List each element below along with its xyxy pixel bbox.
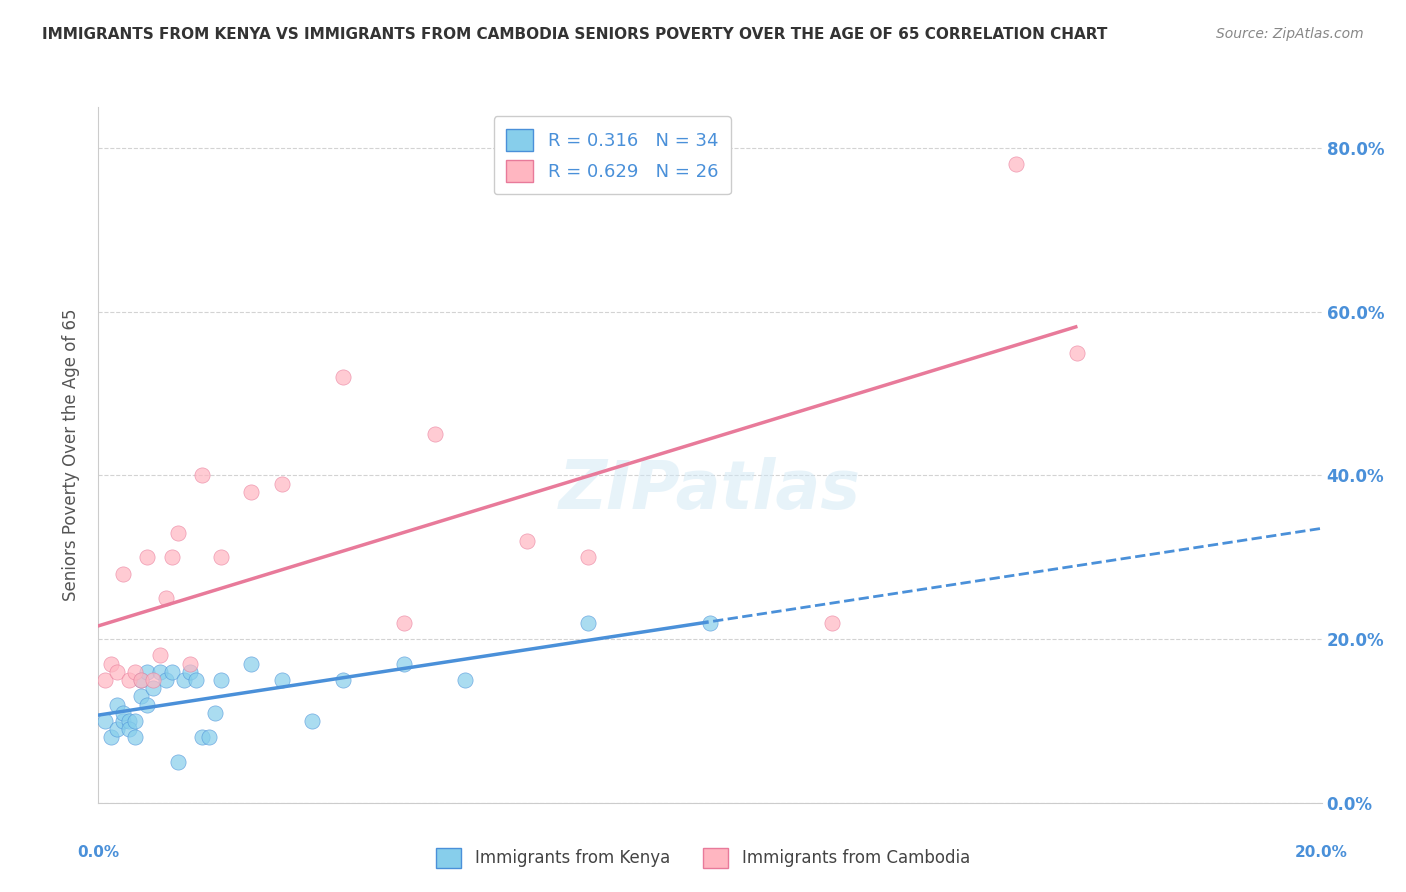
Point — [270, 673, 292, 687]
Point — [136, 665, 159, 679]
Point — [423, 427, 446, 442]
Point — [100, 657, 122, 671]
Point — [129, 673, 152, 687]
Point — [118, 722, 141, 736]
Point — [197, 731, 219, 745]
Text: Source: ZipAtlas.com: Source: ZipAtlas.com — [1216, 27, 1364, 41]
Point — [149, 665, 172, 679]
Point — [209, 673, 232, 687]
Point — [240, 484, 263, 499]
Legend: R = 0.316   N = 34, R = 0.629   N = 26: R = 0.316 N = 34, R = 0.629 N = 26 — [494, 116, 731, 194]
Point — [111, 706, 134, 720]
Point — [167, 755, 190, 769]
Point — [821, 615, 844, 630]
Point — [129, 690, 152, 704]
Point — [191, 468, 214, 483]
Legend: Immigrants from Kenya, Immigrants from Cambodia: Immigrants from Kenya, Immigrants from C… — [430, 841, 976, 875]
Point — [142, 681, 165, 696]
Point — [179, 665, 201, 679]
Point — [142, 673, 165, 687]
Point — [118, 673, 141, 687]
Point — [270, 476, 292, 491]
Point — [699, 615, 721, 630]
Point — [118, 714, 141, 728]
Text: ZIPatlas: ZIPatlas — [560, 457, 860, 523]
Point — [155, 673, 177, 687]
Point — [124, 714, 146, 728]
Point — [179, 657, 201, 671]
Point — [160, 550, 183, 565]
Point — [136, 550, 159, 565]
Point — [93, 714, 115, 728]
Point — [105, 722, 128, 736]
Point — [392, 657, 416, 671]
Point — [111, 714, 134, 728]
Point — [392, 615, 416, 630]
Point — [167, 525, 190, 540]
Point — [93, 673, 115, 687]
Point — [301, 714, 323, 728]
Point — [155, 591, 177, 606]
Point — [332, 673, 354, 687]
Point — [105, 698, 128, 712]
Point — [136, 698, 159, 712]
Text: IMMIGRANTS FROM KENYA VS IMMIGRANTS FROM CAMBODIA SENIORS POVERTY OVER THE AGE O: IMMIGRANTS FROM KENYA VS IMMIGRANTS FROM… — [42, 27, 1108, 42]
Y-axis label: Seniors Poverty Over the Age of 65: Seniors Poverty Over the Age of 65 — [62, 309, 80, 601]
Point — [576, 550, 599, 565]
Point — [149, 648, 172, 663]
Point — [209, 550, 232, 565]
Point — [516, 533, 538, 548]
Point — [160, 665, 183, 679]
Point — [129, 673, 152, 687]
Point — [454, 673, 477, 687]
Text: 20.0%: 20.0% — [1295, 845, 1348, 860]
Point — [204, 706, 226, 720]
Point — [186, 673, 208, 687]
Point — [100, 731, 122, 745]
Point — [124, 731, 146, 745]
Point — [105, 665, 128, 679]
Point — [332, 370, 354, 384]
Point — [1004, 157, 1026, 171]
Point — [111, 566, 134, 581]
Point — [173, 673, 195, 687]
Point — [124, 665, 146, 679]
Point — [576, 615, 599, 630]
Point — [240, 657, 263, 671]
Point — [1066, 345, 1088, 359]
Text: 0.0%: 0.0% — [77, 845, 120, 860]
Point — [191, 731, 214, 745]
